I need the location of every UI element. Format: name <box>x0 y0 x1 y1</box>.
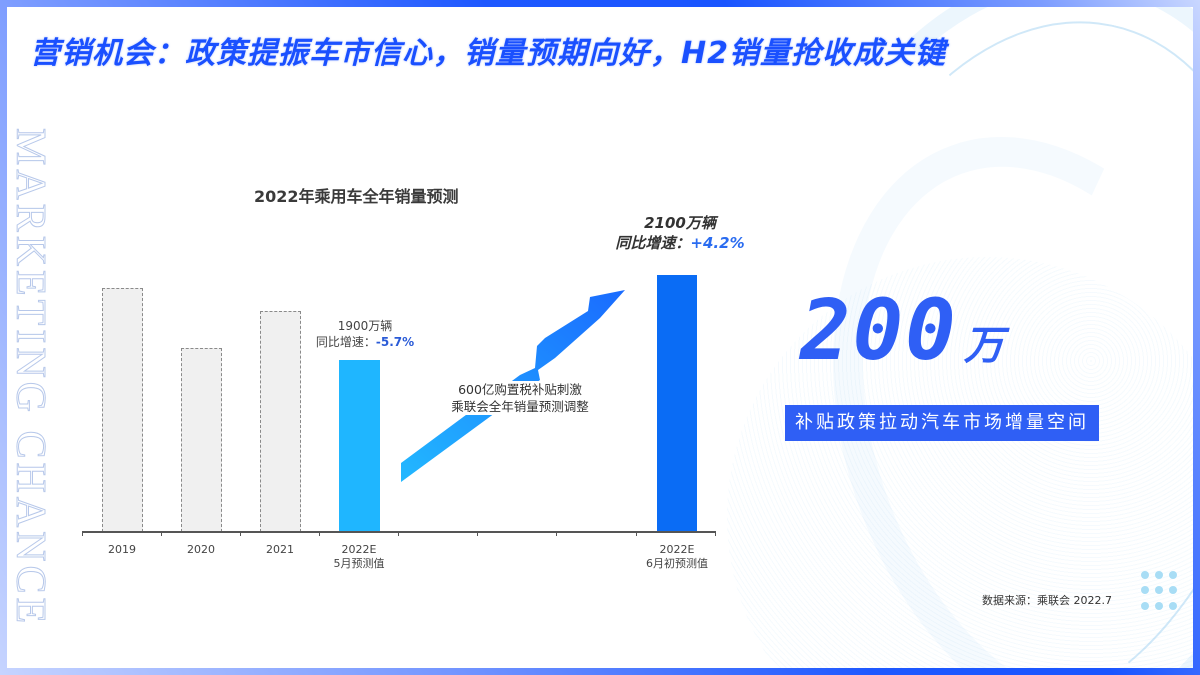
bar-2019 <box>102 288 143 532</box>
growth-label: 同比增速： <box>315 335 376 349</box>
growth-label: 同比增速： <box>615 234 691 252</box>
growth-value: +4.2% <box>690 234 745 252</box>
side-watermark-text: MARKETING CHANCE <box>7 128 54 628</box>
stimulus-note-line1: 600亿购置税补贴刺激 <box>458 382 582 397</box>
growth-value: -5.7% <box>375 335 415 349</box>
chart-title: 2022年乘用车全年销量预测 <box>254 187 459 206</box>
annotation-may-forecast: 1900万辆 同比增速：-5.7% <box>300 318 430 350</box>
stimulus-note: 600亿购置税补贴刺激 乘联会全年销量预测调整 <box>420 381 620 415</box>
x-axis-tick <box>715 531 716 536</box>
x-label-2022e-may: 2022E 5月预测值 <box>314 543 404 571</box>
x-label-text: 2021 <box>266 543 294 556</box>
x-axis-tick <box>319 531 320 536</box>
x-label-subtext: 5月预测值 <box>333 557 385 570</box>
x-axis-tick <box>398 531 399 536</box>
x-axis-tick <box>556 531 557 536</box>
x-axis-line <box>82 531 716 533</box>
bar-2022e-may-forecast <box>339 360 380 532</box>
highlight-caption: 补贴政策拉动汽车市场增量空间 <box>785 405 1099 441</box>
x-axis-tick <box>82 531 83 536</box>
bar-2020 <box>181 348 222 532</box>
annotation-growth: 同比增速：-5.7% <box>300 334 430 350</box>
x-axis-tick <box>161 531 162 536</box>
x-label-2021: 2021 <box>235 543 325 557</box>
x-label-text: 2020 <box>187 543 215 556</box>
decorative-dots-icon <box>1141 571 1181 611</box>
annotation-june-forecast: 2100万辆 同比增速：+4.2% <box>570 213 790 253</box>
highlight-unit: 万 <box>963 323 1006 369</box>
x-label-2020: 2020 <box>156 543 246 557</box>
x-label-text: 2019 <box>108 543 136 556</box>
x-axis-tick <box>240 531 241 536</box>
x-label-subtext: 6月初预测值 <box>646 557 708 570</box>
annotation-growth: 同比增速：+4.2% <box>570 233 790 253</box>
x-axis-tick <box>636 531 637 536</box>
highlight-value: 200 <box>800 281 958 379</box>
highlight-number: 200 万 <box>800 285 1006 391</box>
annotation-value: 2100万辆 <box>644 214 716 232</box>
slide-title: 营销机会：政策提振车市信心，销量预期向好，H2销量抢收成关键 <box>30 36 946 71</box>
x-label-text: 2022E <box>659 543 695 556</box>
bar-2022e-june-forecast <box>657 275 697 532</box>
bar-2021 <box>260 311 301 532</box>
x-label-2019: 2019 <box>77 543 167 557</box>
data-source: 数据来源：乘联会 2022.7 <box>982 594 1112 607</box>
annotation-value: 1900万辆 <box>337 319 393 333</box>
x-axis-tick <box>477 531 478 536</box>
stimulus-note-line2: 乘联会全年销量预测调整 <box>451 399 589 414</box>
x-label-text: 2022E <box>341 543 377 556</box>
x-label-2022e-june: 2022E 6月初预测值 <box>632 543 722 571</box>
